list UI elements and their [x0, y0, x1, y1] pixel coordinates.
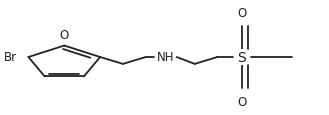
- Text: S: S: [238, 51, 246, 64]
- Text: O: O: [237, 95, 246, 108]
- Text: Br: Br: [4, 51, 17, 64]
- Text: O: O: [60, 29, 69, 42]
- Text: O: O: [237, 7, 246, 20]
- Text: NH: NH: [157, 51, 174, 64]
